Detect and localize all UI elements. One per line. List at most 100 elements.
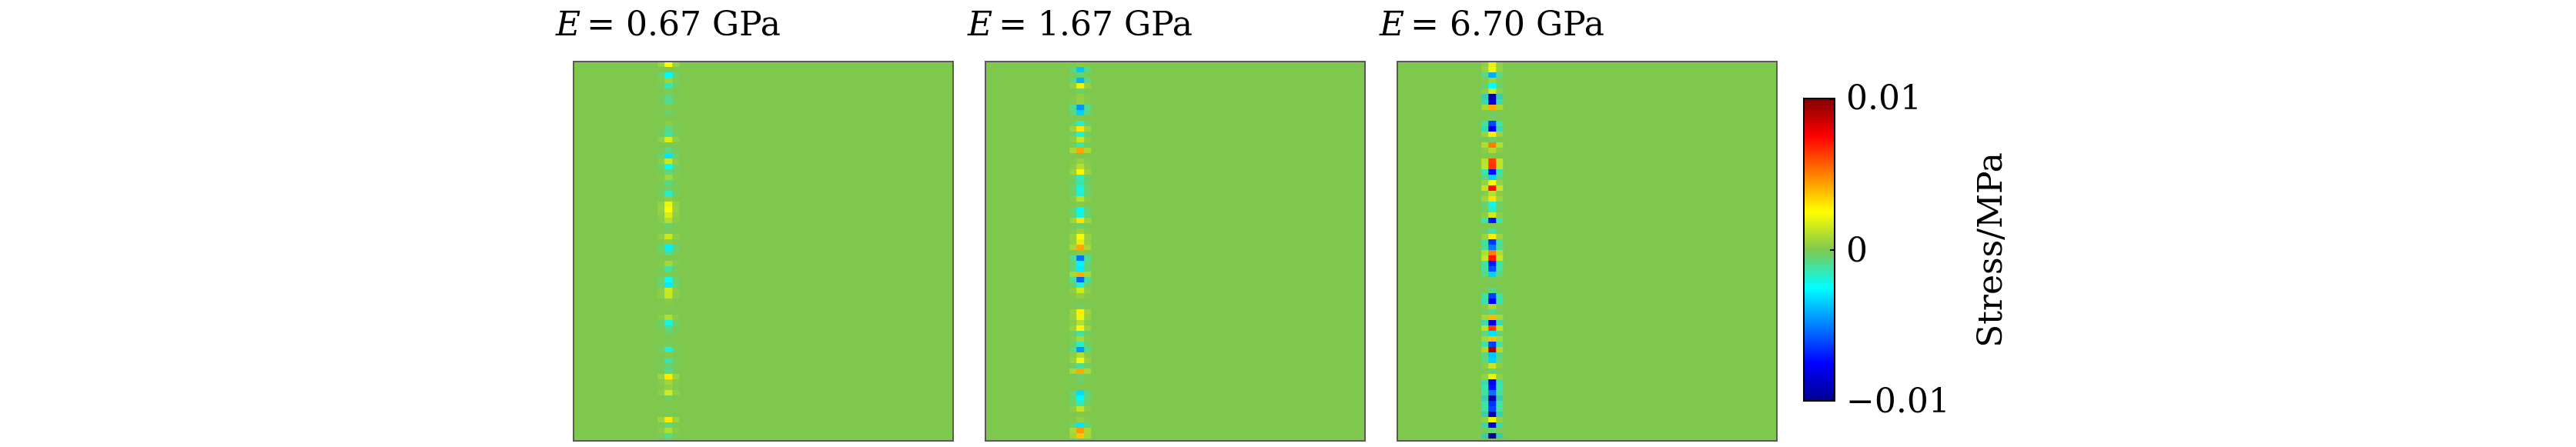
stress-cell: [1488, 142, 1497, 148]
stress-cell: [1076, 137, 1085, 142]
stress-cell: [1076, 266, 1085, 272]
stress-cell: [664, 245, 673, 250]
stress-cell: [1488, 255, 1497, 261]
stress-cell: [664, 121, 673, 126]
stress-cell: [664, 62, 673, 67]
stress-cell: [1488, 115, 1497, 121]
stress-cell: [1488, 212, 1497, 218]
stress-cell: [1488, 180, 1497, 185]
stress-cell: [1488, 374, 1497, 379]
stress-cell: [664, 299, 673, 304]
stress-cell: [1076, 363, 1085, 369]
stress-cell: [1488, 320, 1497, 325]
stress-cell: [664, 164, 673, 169]
stress-cell: [1076, 331, 1085, 336]
stress-cell: [664, 223, 673, 229]
stress-cell: [1488, 379, 1497, 385]
panel-3-title-value: = 6.70 GPa: [1410, 5, 1604, 44]
stress-cell: [664, 412, 673, 417]
stress-cell: [1076, 342, 1085, 347]
stress-cell: [1488, 288, 1497, 293]
stress-cell: [1488, 94, 1497, 99]
stress-cell: [664, 325, 673, 331]
stress-cell: [1076, 164, 1085, 169]
stress-cell: [1076, 379, 1085, 385]
stress-cell: [1076, 282, 1085, 288]
stress-cell: [664, 277, 673, 282]
stress-cell: [664, 433, 673, 439]
stress-cell: [1488, 347, 1497, 352]
stress-cell: [1488, 67, 1497, 72]
stress-cell: [1076, 83, 1085, 88]
stress-cell: [1488, 153, 1497, 158]
stress-cell: [664, 191, 673, 196]
stress-cell: [1488, 304, 1497, 309]
stress-cell: [664, 406, 673, 412]
stress-cell: [1076, 212, 1085, 218]
stress-cell: [1076, 239, 1085, 245]
stress-cell: [1076, 374, 1085, 379]
stress-cell: [1076, 126, 1085, 132]
stress-cell: [1488, 62, 1497, 67]
stress-cell: [664, 218, 673, 223]
stress-cell: [664, 67, 673, 72]
stress-cell: [1488, 336, 1497, 342]
stress-cell: [664, 390, 673, 395]
stress-cell: [664, 212, 673, 218]
stress-cell: [664, 94, 673, 99]
stress-cell: [1076, 299, 1085, 304]
stress-cell: [1076, 115, 1085, 121]
stress-cell: [1076, 191, 1085, 196]
stress-cell: [664, 105, 673, 110]
stress-cell: [1076, 245, 1085, 250]
stress-cell: [1076, 202, 1085, 207]
stress-cell: [1488, 358, 1497, 363]
stress-cell: [1488, 105, 1497, 110]
stress-cell: [1076, 428, 1085, 433]
stress-cell: [1488, 369, 1497, 374]
stress-cell: [664, 255, 673, 261]
stress-cell: [1076, 132, 1085, 137]
stress-cell: [1488, 169, 1497, 175]
stress-cell: [664, 422, 673, 428]
stress-cell: [1488, 412, 1497, 417]
stress-cell: [1488, 191, 1497, 196]
panel-2-heatmap-field: [985, 62, 1365, 441]
stress-cell: [1488, 422, 1497, 428]
stress-cell: [1488, 229, 1497, 234]
stress-cell: [664, 401, 673, 406]
stress-cell: [1488, 164, 1497, 169]
stress-cell: [1076, 277, 1085, 282]
stress-cell: [664, 309, 673, 315]
stress-cell: [1076, 255, 1085, 261]
stress-cell: [1076, 304, 1085, 309]
stress-cell: [664, 385, 673, 390]
panel-2-frame: [985, 61, 1366, 442]
stress-cell: [1076, 94, 1085, 99]
stress-cell: [1488, 299, 1497, 304]
stress-cell: [664, 363, 673, 369]
stress-cell: [1076, 88, 1085, 94]
stress-cell: [1076, 315, 1085, 320]
stress-cell: [664, 304, 673, 309]
stress-cell: [664, 331, 673, 336]
stress-cell: [1488, 250, 1497, 255]
stress-cell: [1488, 363, 1497, 369]
stress-cell: [664, 88, 673, 94]
stress-cell: [1076, 390, 1085, 395]
stress-cell: [664, 126, 673, 132]
panel-1-title: E = 0.67 GPa: [555, 5, 781, 44]
colorbar-tick-label-min: −0.01: [1846, 382, 1950, 421]
stress-cell: [1488, 202, 1497, 207]
stress-cell: [1076, 433, 1085, 439]
stress-cell: [1076, 336, 1085, 342]
stress-cell: [664, 185, 673, 191]
stress-cell: [1076, 417, 1085, 422]
stress-cell: [1076, 422, 1085, 428]
stress-cell: [1076, 369, 1085, 374]
stress-cell: [1488, 175, 1497, 180]
stress-cell: [664, 352, 673, 358]
stress-cell: [1076, 110, 1085, 115]
colorbar-tick-label-zero: 0: [1846, 231, 1868, 270]
colorbar-gradient: [1803, 98, 1835, 402]
